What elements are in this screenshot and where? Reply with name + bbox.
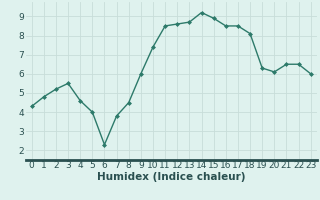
X-axis label: Humidex (Indice chaleur): Humidex (Indice chaleur) (97, 172, 245, 182)
